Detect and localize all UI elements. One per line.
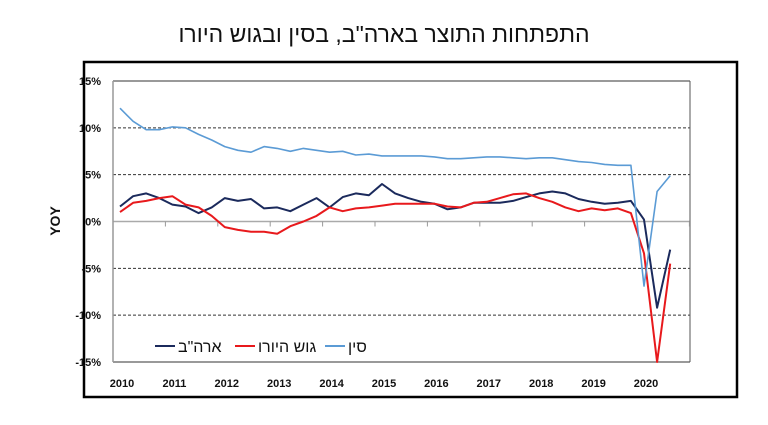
x-tick-label: 2019	[581, 378, 605, 390]
gridlines	[112, 80, 691, 363]
y-tick-label: -15%	[75, 357, 101, 369]
y-tick-label: 10%	[79, 123, 101, 135]
chart-title: התפתחות התוצר בארה"ב, בסין ובגוש היורו	[178, 21, 589, 47]
y-tick-label: -10%	[75, 310, 101, 322]
x-tick-label: 2020	[634, 378, 658, 390]
series-line	[119, 183, 672, 309]
legend: ארה"ב גוש היורו סין	[155, 339, 367, 356]
y-tick-label: 5%	[85, 170, 101, 182]
x-tick-label: 2014	[319, 378, 344, 390]
x-tick-label: 2012	[215, 378, 239, 390]
y-tick-label: 15%	[79, 76, 101, 88]
y-tick-label: 0%	[85, 217, 101, 229]
y-axis-tick-labels: 15% 10% 5% 0% -5% -10% -15%	[75, 76, 101, 369]
x-tick-label: 2018	[529, 378, 553, 390]
legend-label: גוש היורו	[258, 339, 316, 356]
x-tick-label: 2011	[162, 378, 186, 390]
x-axis-tick-labels: 2010 2011 2012 2013 2014 2015 2016 2017 2018 2019…	[110, 378, 658, 390]
y-axis-label: YOY	[47, 206, 63, 236]
x-tick-label: 2017	[477, 378, 501, 390]
x-tick-label: 2013	[267, 378, 291, 390]
legend-label: ארה"ב	[178, 339, 222, 356]
y-tick-label: -5%	[81, 263, 101, 275]
series-lines	[119, 107, 672, 363]
x-tick-label: 2016	[424, 378, 448, 390]
chart-frame	[82, 60, 739, 399]
legend-label: סין	[348, 339, 367, 356]
x-tick-label: 2015	[372, 378, 396, 390]
series-line	[119, 192, 672, 363]
series-line	[119, 107, 671, 287]
x-tick-label: 2010	[110, 378, 134, 390]
